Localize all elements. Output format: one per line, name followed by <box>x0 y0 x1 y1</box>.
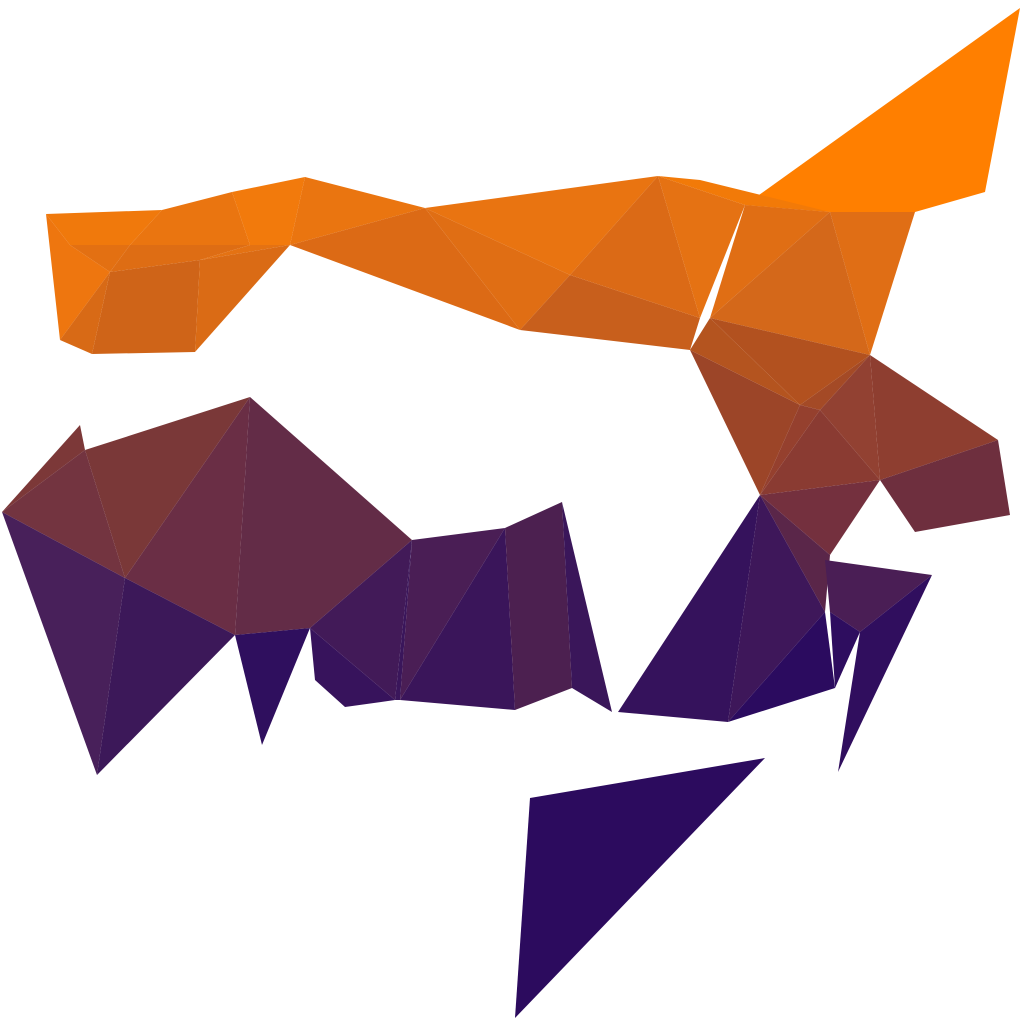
orange-band-shard <box>290 177 425 245</box>
lower-right-mass <box>618 495 932 772</box>
indigo-shard <box>395 540 412 700</box>
maroon-shard <box>2 450 125 578</box>
orange-band-shard <box>658 176 745 318</box>
plum-shard <box>505 502 572 710</box>
maroon-shard <box>125 397 250 635</box>
plum-shard <box>310 540 412 700</box>
plum-shard <box>400 528 515 710</box>
orange-band-shard <box>710 205 830 318</box>
indigo-shard <box>728 612 835 722</box>
orange-band-shard <box>60 272 110 354</box>
maroon-shard <box>85 397 250 578</box>
rust-shard <box>820 355 880 480</box>
orange-band-shard <box>110 245 250 272</box>
indigo-shard <box>310 628 395 707</box>
maroon-shard <box>2 425 85 512</box>
diagonal-connector <box>690 318 1010 612</box>
orange-band-shard <box>425 176 658 275</box>
indigo-shard <box>838 575 932 772</box>
rust-shard <box>760 495 830 612</box>
orange-band-shard <box>130 192 250 245</box>
orange-band-shard <box>195 245 290 352</box>
orange-band-shard <box>425 208 570 330</box>
purple-shard <box>728 495 825 722</box>
plum-shard <box>2 512 125 775</box>
orange-band-shard <box>92 260 200 354</box>
plum-shard <box>97 578 235 775</box>
indigo-shard <box>515 758 765 1018</box>
rust-shard <box>870 355 998 480</box>
maroon-shard <box>235 397 412 635</box>
rust-shard <box>880 440 1010 532</box>
orange-band-shard <box>232 177 305 245</box>
orange-band-shard <box>46 214 110 340</box>
orange-wing-shard <box>658 176 830 212</box>
plum-shard <box>825 560 932 632</box>
orange-band-shard <box>830 212 915 355</box>
rust-shard <box>690 318 800 405</box>
rust-shard <box>690 350 800 495</box>
upper-orange-band <box>46 8 1020 355</box>
rust-shard <box>760 410 880 495</box>
rust-shard <box>760 480 880 555</box>
purple-shard <box>618 495 760 722</box>
rust-shard <box>800 355 870 410</box>
orange-band-shard <box>570 176 700 318</box>
rust-shard <box>760 405 820 495</box>
indigo-shard <box>830 612 860 688</box>
indigo-shard <box>562 502 612 712</box>
indigo-shard <box>235 628 310 745</box>
lower-left-mass <box>2 397 612 775</box>
orange-band-shard <box>710 212 870 355</box>
orange-band-shard <box>520 275 700 350</box>
orange-band-shard <box>290 208 520 330</box>
rust-shard <box>710 318 870 405</box>
orange-band-shard <box>46 210 162 245</box>
orange-wing-shard <box>745 8 1020 212</box>
bottom-triangle <box>515 758 765 1018</box>
